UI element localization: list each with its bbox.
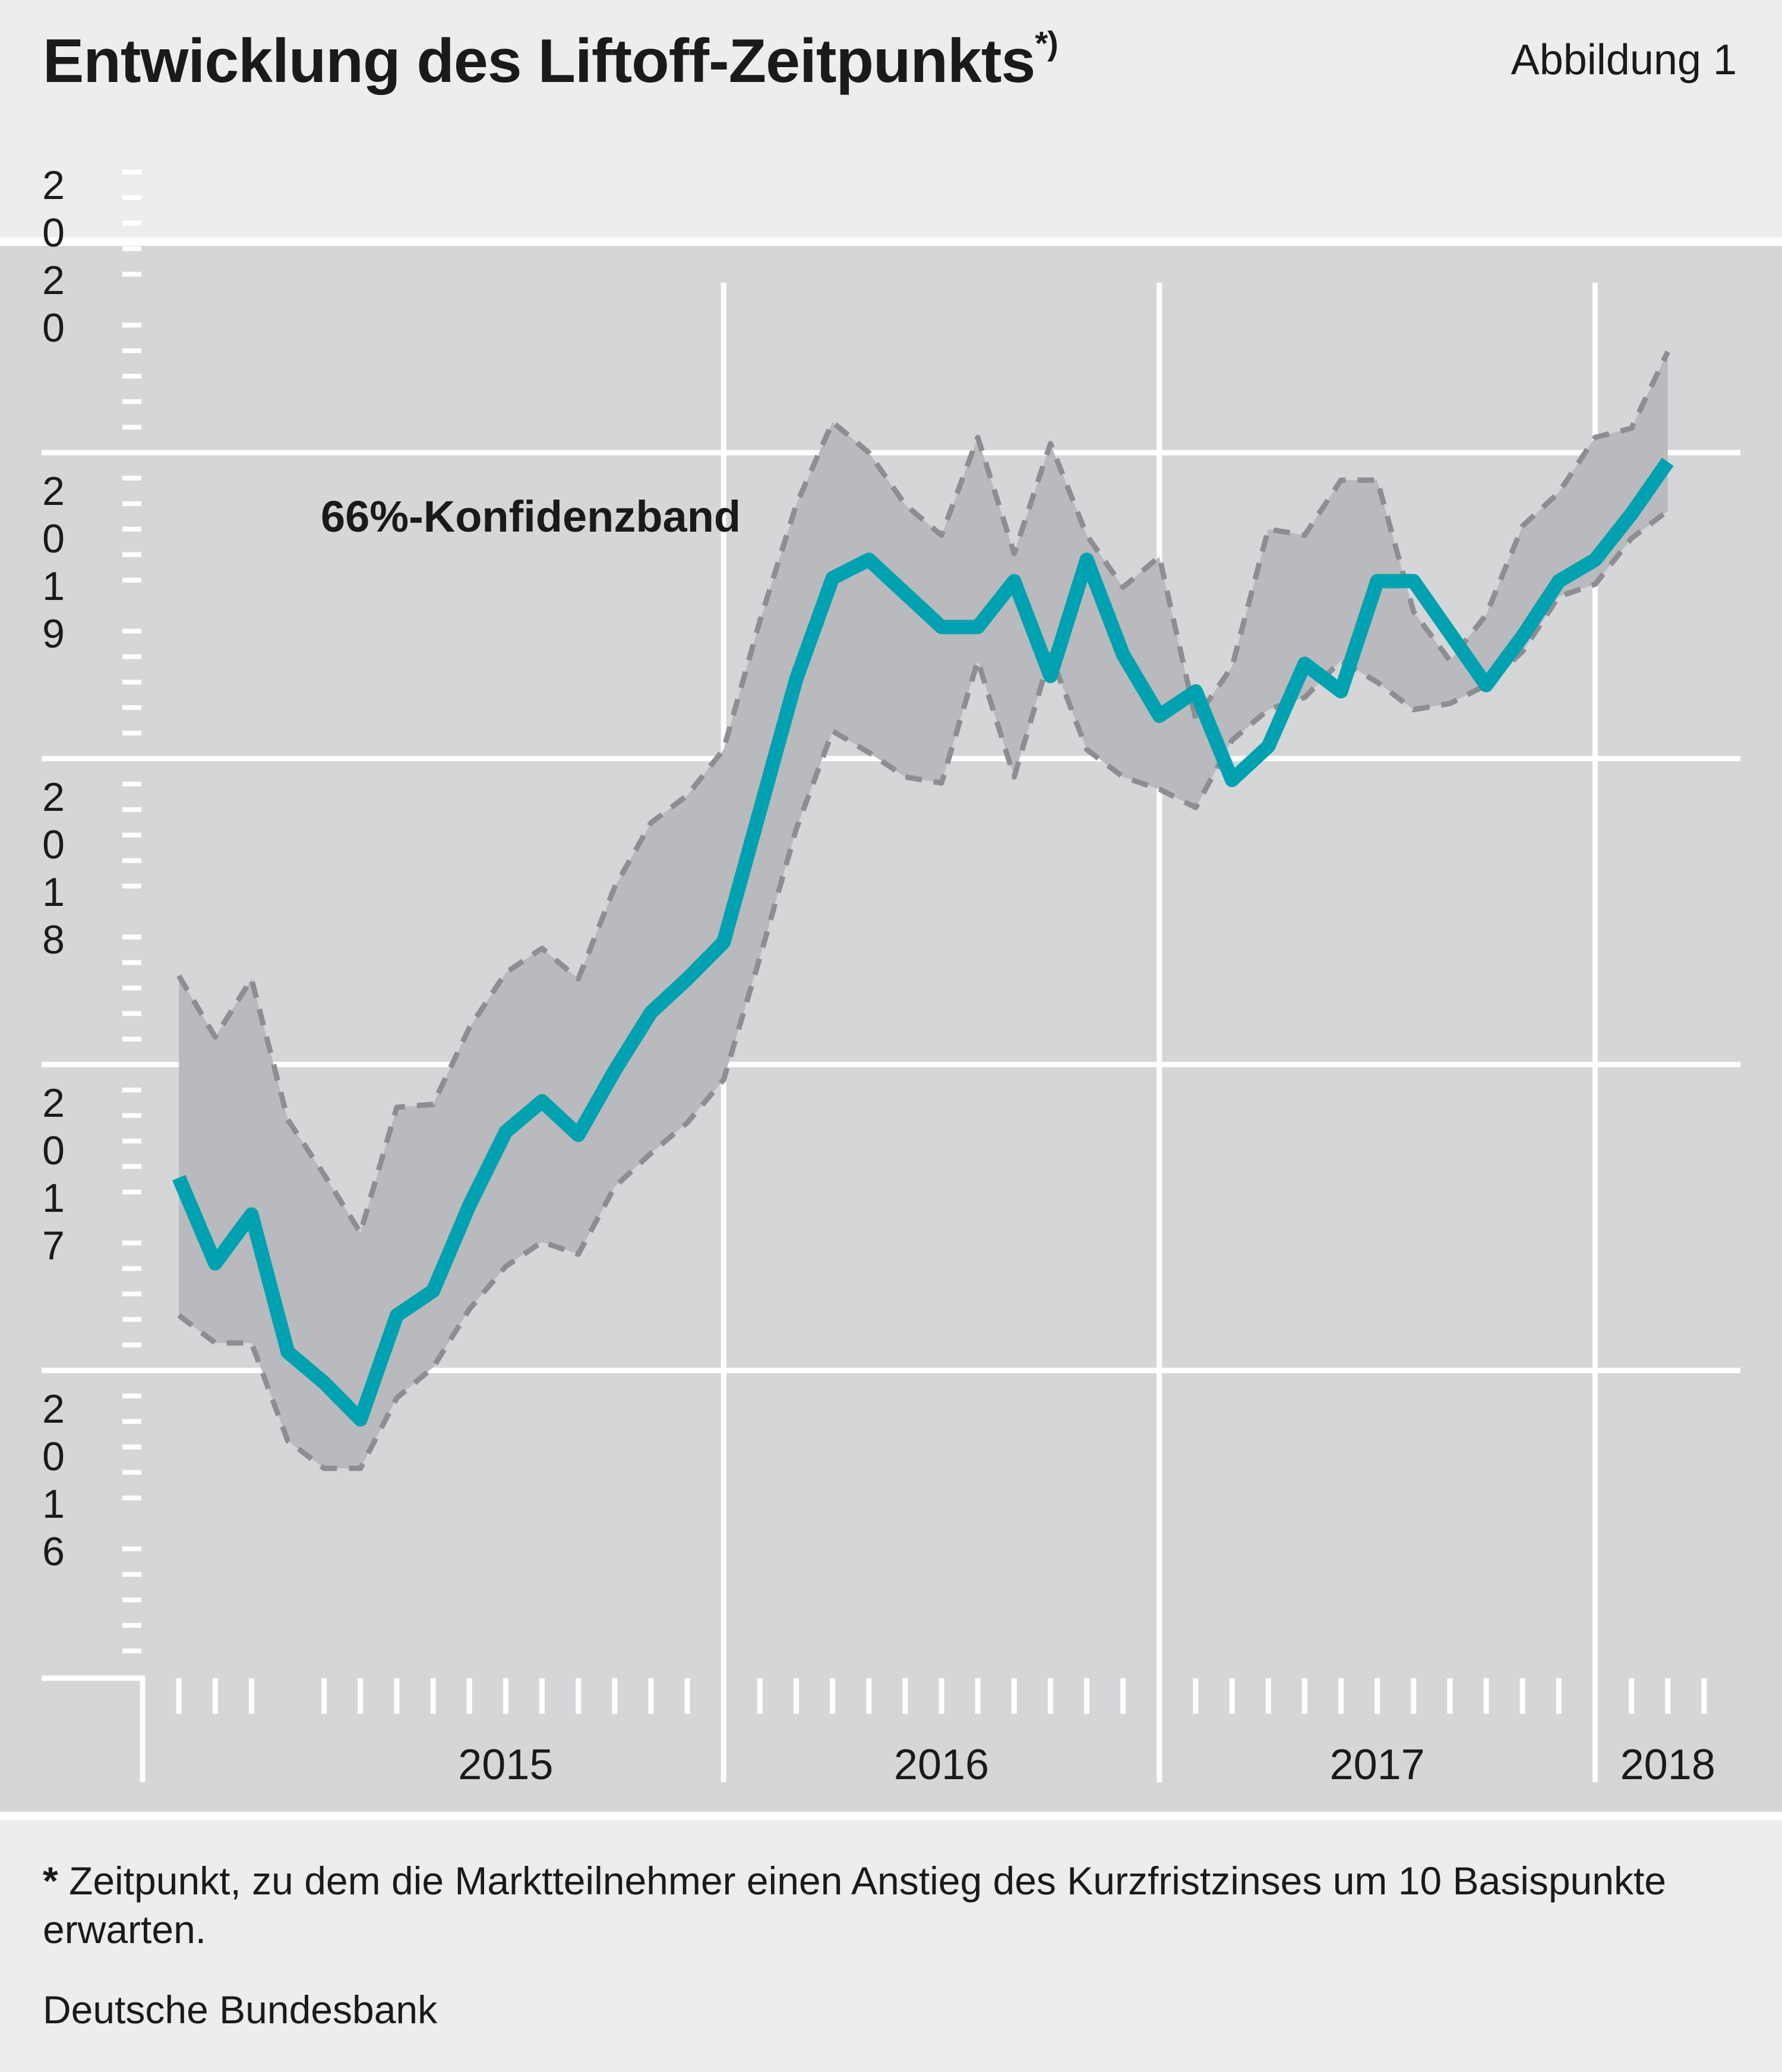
chart-title: Entwicklung des Liftoff-Zeitpunkts*) xyxy=(43,24,1059,96)
band-label: 66%-Konfidenzband xyxy=(321,492,741,541)
median-point xyxy=(542,1101,543,1102)
median-point xyxy=(1086,559,1088,560)
band-upper-line xyxy=(176,350,1670,1236)
median-point xyxy=(1123,654,1124,655)
y-tick-label-digit: 1 xyxy=(42,870,65,915)
median-point xyxy=(1558,580,1559,582)
median-point xyxy=(1594,559,1595,560)
median-point xyxy=(1050,675,1051,677)
y-tick-label-digit: 2 xyxy=(42,1386,65,1432)
median-point xyxy=(178,1177,179,1179)
median-point xyxy=(287,1351,289,1353)
median-point xyxy=(1195,691,1196,692)
y-tick-label-digit: 2 xyxy=(42,163,65,208)
y-tick-label-digit: 0 xyxy=(42,210,65,255)
y-tick-label-digit: 8 xyxy=(42,917,65,962)
median-point xyxy=(469,1205,470,1206)
x-tick-label: 2016 xyxy=(894,1741,989,1789)
top-divider xyxy=(0,238,1782,246)
median-point xyxy=(1486,684,1487,686)
y-tick-label-digit: 0 xyxy=(42,305,65,350)
median-point xyxy=(505,1131,506,1132)
source-note: Deutsche Bundesbank xyxy=(43,1988,438,2032)
median-point xyxy=(905,593,906,594)
y-tick-label-digit: 2 xyxy=(42,1081,65,1126)
y-tick-label-digit: 2 xyxy=(42,775,65,820)
x-tick-label: 2017 xyxy=(1330,1741,1425,1789)
footnote-marker: * xyxy=(43,1859,58,1903)
y-tick-label-digit: 7 xyxy=(42,1223,65,1268)
x-tick-label: 2018 xyxy=(1620,1741,1715,1789)
y-tick-label-digit: 1 xyxy=(42,1482,65,1527)
figure-label: Abbildung 1 xyxy=(1511,36,1737,84)
x-tick-label: 2015 xyxy=(458,1741,553,1789)
bottom-divider xyxy=(0,1812,1782,1820)
median-point xyxy=(1268,746,1269,747)
median-point xyxy=(396,1315,397,1316)
median-point xyxy=(795,678,797,680)
y-tick-label-digit: 1 xyxy=(42,1176,65,1221)
median-point xyxy=(759,810,760,811)
y-tick-label-digit: 0 xyxy=(42,516,65,561)
median-point xyxy=(977,627,978,628)
band-area xyxy=(179,352,1668,1468)
median-point xyxy=(614,1070,615,1071)
median-point xyxy=(360,1419,361,1420)
plot-background xyxy=(0,246,1782,1812)
median-line xyxy=(172,457,1674,1427)
y-tick-label-digit: 0 xyxy=(42,1128,65,1173)
median-point xyxy=(1631,513,1632,514)
footnote: * Zeitpunkt, zu dem die Marktteilnehmer … xyxy=(43,1856,1742,1954)
median-point xyxy=(432,1290,434,1291)
median-point xyxy=(832,577,833,579)
median-point xyxy=(687,978,688,980)
median-point xyxy=(1341,691,1342,692)
median-point xyxy=(723,942,724,943)
y-tick-label-digit: 2 xyxy=(42,469,65,514)
median-point xyxy=(324,1382,325,1384)
median-point xyxy=(1231,779,1233,781)
footnote-text: Zeitpunkt, zu dem die Marktteilnehmer ei… xyxy=(43,1859,1667,1951)
y-tick-label-digit: 0 xyxy=(42,1434,65,1479)
median-point xyxy=(1304,663,1305,664)
median-point xyxy=(1377,580,1378,582)
median-point xyxy=(214,1263,216,1264)
median-point xyxy=(1159,715,1160,716)
y-tick-label-digit: 0 xyxy=(42,822,65,867)
median-point xyxy=(1522,636,1523,637)
median-point xyxy=(1449,633,1451,634)
confidence-band xyxy=(176,350,1670,1471)
y-tick-label-digit: 1 xyxy=(42,564,65,609)
median-point xyxy=(650,1012,652,1013)
y-tick-label-digit: 9 xyxy=(42,611,65,656)
median-point xyxy=(941,627,942,628)
series-layer xyxy=(172,457,1674,1427)
title-footnote-marker: *) xyxy=(1035,24,1058,62)
median-point xyxy=(868,559,870,560)
median-point xyxy=(251,1214,252,1215)
y-tick-label-digit: 2 xyxy=(42,258,65,303)
median-point xyxy=(1013,580,1015,582)
median-point xyxy=(1667,461,1669,462)
y-tick-label-digit: 6 xyxy=(42,1529,65,1574)
median-point xyxy=(578,1134,579,1135)
band-lower-line xyxy=(177,508,1670,1471)
median-point xyxy=(1413,580,1414,582)
